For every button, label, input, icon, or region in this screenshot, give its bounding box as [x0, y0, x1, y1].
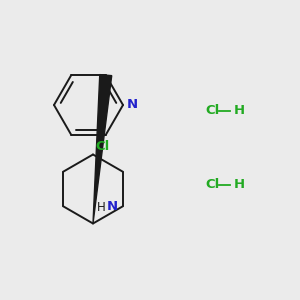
Text: N: N	[126, 98, 138, 112]
Text: H: H	[97, 201, 106, 214]
Polygon shape	[93, 75, 112, 224]
Text: Cl: Cl	[206, 104, 220, 118]
Text: Cl: Cl	[96, 140, 110, 153]
Text: H: H	[233, 178, 244, 191]
Text: N: N	[107, 200, 118, 213]
Text: H: H	[233, 104, 244, 118]
Text: Cl: Cl	[206, 178, 220, 191]
